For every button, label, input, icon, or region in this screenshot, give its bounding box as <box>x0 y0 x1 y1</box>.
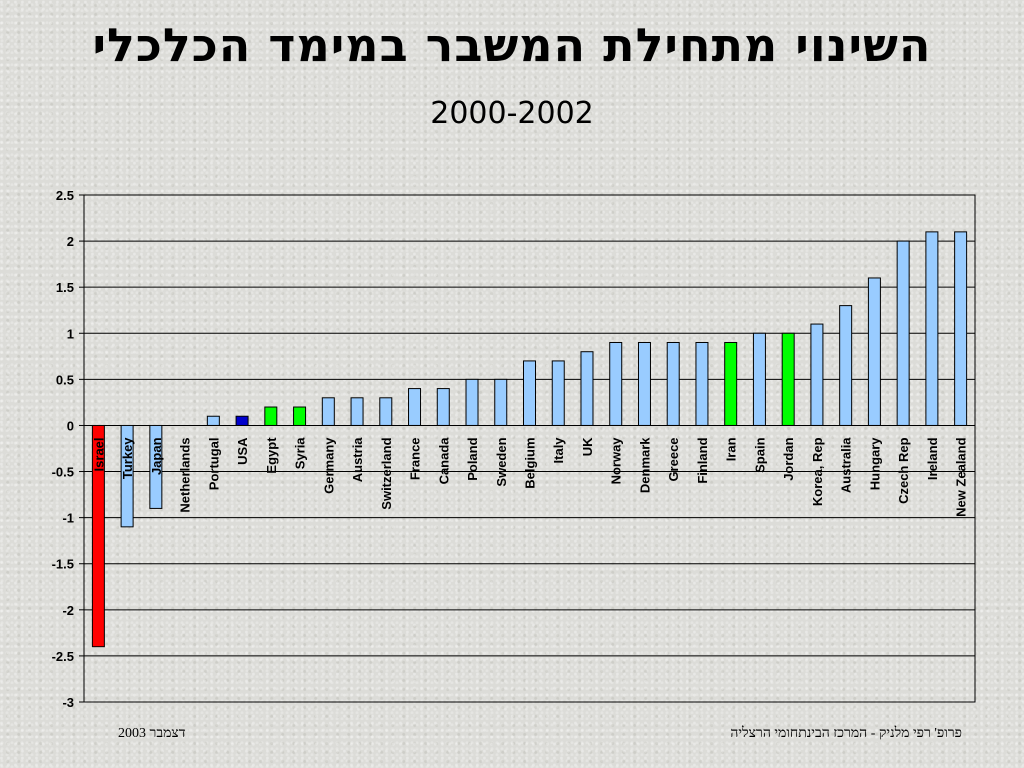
page-subtitle: 2000-2002 <box>430 96 594 131</box>
bar-japan <box>149 424 163 509</box>
x-category-label: Israel <box>91 437 106 471</box>
bar-syria <box>293 406 307 426</box>
chart-bars <box>91 231 968 648</box>
x-category-label: Finland <box>695 437 710 483</box>
x-category-label: Hungary <box>867 437 882 491</box>
bar-sweden <box>494 378 508 426</box>
x-category-label: Denmark <box>637 437 652 493</box>
bar-switzerland <box>379 397 393 426</box>
x-category-label: France <box>408 437 423 480</box>
bar-turkey <box>120 424 134 528</box>
bar-spain <box>752 332 766 426</box>
bar-belgium <box>523 360 536 426</box>
x-category-label: Italy <box>551 437 566 464</box>
bar-israel <box>91 424 105 648</box>
bar-australia <box>839 305 853 426</box>
bar-norway <box>609 341 623 426</box>
x-category-label: UK <box>580 437 595 456</box>
footer-author: פרופ' רפי מלניק - המרכז הבינתחומי הרצליה <box>730 726 962 741</box>
x-category-label: Germany <box>321 437 336 494</box>
y-axis-ticks: 2.5 2 1.5 1 0.5 0 -0.5 -1 -1.5 -2 -2.5 -3 <box>52 188 84 710</box>
x-category-label: Canada <box>436 437 451 485</box>
x-category-label: Norway <box>609 437 624 485</box>
bar-germany <box>321 397 335 426</box>
x-category-label: Austria <box>350 437 365 483</box>
bar-egypt <box>264 406 278 426</box>
x-category-label: Switzerland <box>379 437 394 509</box>
bar-austria <box>350 397 364 426</box>
bar-denmark <box>637 341 651 426</box>
bar-greece <box>666 341 680 426</box>
y-tick-label: 0.5 <box>56 372 74 387</box>
plot-frame <box>83 194 976 703</box>
y-tick-label: 2 <box>67 234 74 249</box>
bar-ireland <box>925 231 939 426</box>
x-category-label: Sweden <box>494 437 509 486</box>
x-category-label: Australia <box>839 437 854 493</box>
y-tick-label: -3 <box>62 695 74 710</box>
bar-finland <box>695 341 709 426</box>
y-tick-label: -0.5 <box>52 465 74 480</box>
y-tick-label: 2.5 <box>56 188 74 203</box>
bar-jordan <box>781 332 795 426</box>
bar-canada <box>436 388 450 426</box>
x-category-label: Portugal <box>206 437 221 490</box>
x-category-label: Greece <box>666 437 681 481</box>
x-category-label: Ireland <box>925 437 940 480</box>
bar-poland <box>465 378 479 426</box>
x-axis-labels: Israel Turkey Japan Netherlands Portugal USA E… <box>91 437 968 517</box>
y-tick-label: 0 <box>67 418 74 433</box>
x-category-label: New Zealand <box>954 437 969 517</box>
x-category-label: Belgium <box>523 437 538 488</box>
y-tick-label: -2.5 <box>52 649 74 664</box>
bar-hungary <box>867 277 881 426</box>
y-tick-label: 1.5 <box>56 280 74 295</box>
y-tick-label: -1 <box>62 511 74 526</box>
x-category-label: Korea, Rep <box>810 437 825 506</box>
bar-uk <box>580 351 594 426</box>
bar-czech-rep <box>896 240 910 426</box>
y-tick-label: -1.5 <box>52 557 74 572</box>
x-category-label: Spain <box>752 437 767 472</box>
bar-korea-rep <box>810 323 824 426</box>
x-category-label: Egypt <box>264 437 279 474</box>
x-category-label: Poland <box>465 437 480 480</box>
y-tick-label: 1 <box>67 326 74 341</box>
y-tick-label: -2 <box>62 603 74 618</box>
x-category-label: USA <box>235 437 250 465</box>
x-category-label: Czech Rep <box>896 437 911 504</box>
bar-iran <box>724 341 738 426</box>
bar-france <box>408 388 422 426</box>
x-category-label: Iran <box>724 437 739 461</box>
x-category-label: Japan <box>149 437 164 475</box>
x-category-label: Jordan <box>781 437 796 480</box>
bar-portugal <box>206 415 220 426</box>
x-category-label: Syria <box>293 437 308 470</box>
page-title: השינוי מתחילת המשבר במימד הכלכלי <box>92 18 932 72</box>
bar-usa <box>235 415 249 426</box>
footer-date: דצמבר 2003 <box>118 726 186 741</box>
x-category-label: Turkey <box>120 437 135 479</box>
bar-new-zealand <box>954 231 968 426</box>
bar-italy <box>551 360 565 426</box>
x-category-label: Netherlands <box>178 437 193 512</box>
